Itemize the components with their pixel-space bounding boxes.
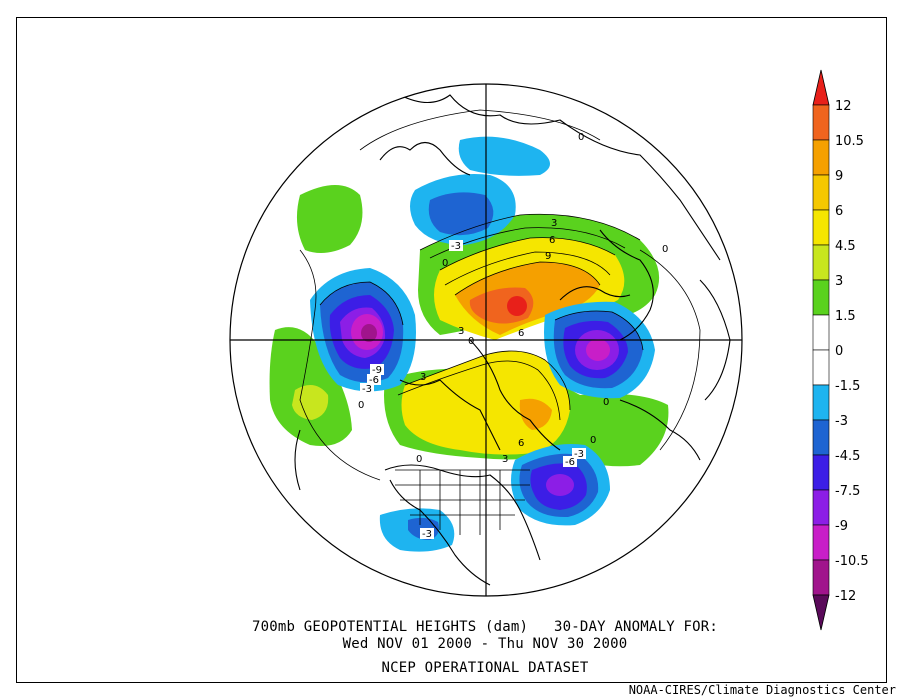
negative-anomaly-center xyxy=(586,339,610,361)
contour-label: -6 xyxy=(565,457,575,468)
contour-label: -3 xyxy=(422,529,432,540)
colorbar-tick-label: -4.5 xyxy=(835,449,860,464)
colorbar-band xyxy=(812,419,830,456)
colorbar-band xyxy=(812,314,830,351)
coastlines xyxy=(294,94,731,586)
positive-anomaly-region xyxy=(519,398,552,430)
contour-label: -3 xyxy=(362,384,372,395)
colorbar-band xyxy=(812,349,830,386)
contour-label: 6 xyxy=(518,438,524,449)
contour-label: 0 xyxy=(578,132,584,143)
colorbar-tick-label: 6 xyxy=(835,204,843,219)
colorbar-tick-label: 12 xyxy=(835,99,852,114)
colorbar-tick-label: 3 xyxy=(835,274,843,289)
state-boundaries xyxy=(395,469,530,535)
contour-label: 0 xyxy=(603,397,609,408)
contour-label: 0 xyxy=(416,454,422,465)
credit-text: NOAA-CIRES/Climate Diagnostics Center xyxy=(628,683,896,697)
colorbar-bottom-arrow xyxy=(812,594,830,631)
negative-anomaly-center xyxy=(546,474,574,496)
contour-label: 6 xyxy=(549,235,555,246)
colorbar-tick-label: 1.5 xyxy=(835,309,856,324)
colorbar-band xyxy=(812,209,830,246)
negative-anomaly-center xyxy=(361,324,377,342)
contour-label: 3 xyxy=(458,326,464,337)
colorbar-band xyxy=(812,139,830,176)
colorbar-tick-label: 0 xyxy=(835,344,843,359)
colorbar-tick-label: 4.5 xyxy=(835,239,856,254)
contour-label: -3 xyxy=(451,241,461,252)
colorbar-band xyxy=(812,279,830,316)
colorbar-band xyxy=(812,104,830,141)
contour-label: 9 xyxy=(545,251,551,262)
colorbar-band xyxy=(812,454,830,491)
colorbar-tick-label: -12 xyxy=(835,589,856,604)
colorbar-band xyxy=(812,384,830,421)
contour-label: 3 xyxy=(551,218,557,229)
colorbar-band xyxy=(812,524,830,561)
contour-label: -9 xyxy=(372,365,382,376)
caption-line-1: 700mb GEOPOTENTIAL HEIGHTS (dam) 30-DAY … xyxy=(252,619,718,635)
positive-anomaly-center xyxy=(507,296,527,316)
contour-label: 0 xyxy=(590,435,596,446)
colorbar-band xyxy=(812,244,830,281)
contour-label: -3 xyxy=(574,449,584,460)
caption-line-2: Wed NOV 01 2000 - Thu NOV 30 2000 xyxy=(342,636,628,652)
positive-anomaly-region xyxy=(296,185,363,254)
contour-label: 6 xyxy=(518,328,524,339)
contour-label: 0 xyxy=(442,258,448,269)
colorbar-tick-label: -10.5 xyxy=(835,554,869,569)
negative-anomaly-region xyxy=(428,192,494,236)
colorbar-tick-label: 9 xyxy=(835,169,843,184)
contour-label-group: 0 0 0 0 0 0 -3 3 6 9 3 6 -9 -6 -3 3 6 3 … xyxy=(358,132,668,540)
negative-anomaly-region xyxy=(458,136,550,176)
caption-line-3: NCEP OPERATIONAL DATASET xyxy=(381,660,589,676)
colorbar-tick-label: -9 xyxy=(835,519,848,534)
colorbar-tick-label: -1.5 xyxy=(835,379,860,394)
contour-label: 0 xyxy=(468,336,474,347)
contour-label: 3 xyxy=(502,454,508,465)
colorbar-band xyxy=(812,559,830,596)
colorbar-tick-label: -3 xyxy=(835,414,848,429)
contour-label: 0 xyxy=(662,244,668,255)
contour-label: -6 xyxy=(369,375,379,386)
colorbar-tick-label: -7.5 xyxy=(835,484,860,499)
colorbar-band xyxy=(812,489,830,526)
colorbar-tick-label: 10.5 xyxy=(835,134,864,149)
colorbar-top-arrow xyxy=(812,69,830,106)
colorbar: 12 10.5 9 6 4.5 3 1.5 0 -1.5 -3 -4.5 -7.5 -9 -10.5 -12 xyxy=(812,69,869,631)
colorbar-band xyxy=(812,174,830,211)
contour-label: 3 xyxy=(420,372,426,383)
contour-label: 0 xyxy=(358,400,364,411)
